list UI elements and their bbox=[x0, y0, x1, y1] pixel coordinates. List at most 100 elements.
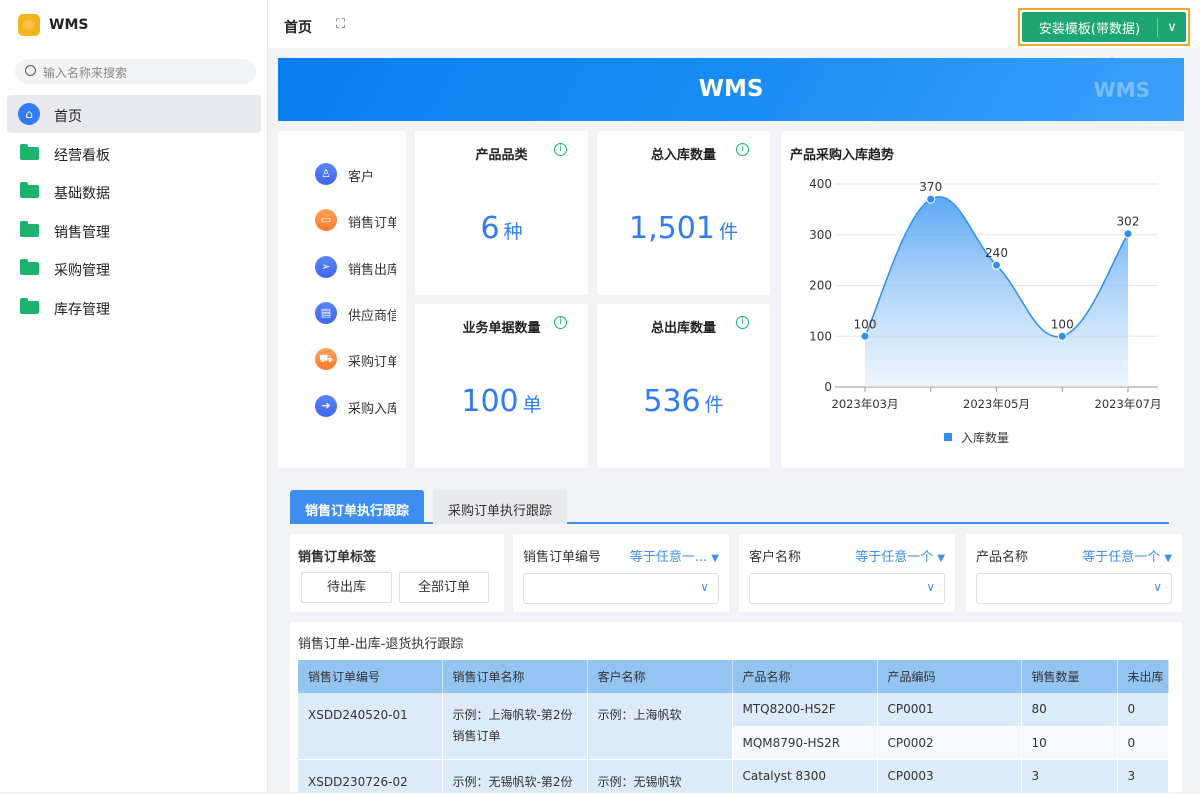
quick-link-4[interactable]: ⛟ 采购订单 bbox=[315, 348, 405, 371]
sidebar-item-3[interactable]: 销售管理 bbox=[7, 211, 261, 249]
quick-link-icon: ➢ bbox=[315, 255, 337, 278]
y-tick-label: 400 bbox=[809, 177, 832, 191]
stat-number: 100 bbox=[461, 384, 519, 419]
data-label: 370 bbox=[919, 180, 942, 194]
sidebar: WMS 输入名称来搜索 ⌂ 首页经营看板基础数据销售管理 采购管理 库存管理 bbox=[0, 0, 268, 792]
data-label: 240 bbox=[985, 246, 1008, 260]
quick-link-icon: ➜ bbox=[315, 394, 337, 417]
tag-filter-label: 销售订单标签 bbox=[298, 550, 377, 565]
tab-purchase-tracking[interactable]: 采购订单执行跟踪 bbox=[433, 490, 568, 524]
legend-swatch bbox=[944, 433, 952, 441]
sidebar-item-0[interactable]: ⌂ 首页 bbox=[7, 95, 261, 133]
quick-link-1[interactable]: ▭ 销售订单 bbox=[315, 209, 405, 232]
data-point bbox=[992, 260, 1001, 270]
quick-link-2[interactable]: ➢ 销售出库 bbox=[315, 255, 405, 279]
stat-unit: 单 bbox=[522, 394, 542, 416]
filter-operator-label: 等于任意一... bbox=[629, 550, 708, 565]
quick-link-label: 采购入库 bbox=[348, 401, 396, 417]
stat-card: 产品品类 i 6 种 bbox=[415, 131, 588, 295]
y-tick-label: 300 bbox=[809, 228, 832, 242]
stat-card: 总出库数量 i 536 件 bbox=[597, 304, 770, 468]
info-icon[interactable]: i bbox=[554, 143, 567, 156]
table-cell: 80 bbox=[1021, 693, 1118, 727]
table-row[interactable]: XSDD230726-02 示例：无锡帆软-第2份 示例：无锡帆软 Catalyst … bbox=[298, 759, 1169, 794]
filter-operator[interactable]: 等于任意一个 ▼ bbox=[855, 546, 945, 565]
filter-label: 客户名称 bbox=[749, 550, 802, 565]
info-icon[interactable]: i bbox=[554, 316, 567, 329]
filter-operator[interactable]: 等于任意一... ▼ bbox=[630, 546, 719, 565]
info-icon[interactable]: i bbox=[736, 316, 749, 329]
quick-link-0[interactable]: ♙ 客户 bbox=[315, 163, 405, 186]
column-header: 销售订单编号 bbox=[298, 660, 443, 693]
filter-select[interactable] bbox=[523, 573, 719, 604]
table-cell: 3 bbox=[1021, 759, 1118, 794]
quick-link-icon: ▭ bbox=[315, 209, 337, 232]
folder-icon bbox=[20, 259, 39, 276]
install-label[interactable]: 安装模板(带数据) bbox=[1022, 17, 1158, 37]
filter-label: 销售订单编号 bbox=[523, 550, 602, 565]
table-cell: 10 bbox=[1021, 726, 1118, 760]
quick-link-icon: ▤ bbox=[315, 301, 337, 324]
chevron-down-icon[interactable]: ∨ bbox=[1167, 19, 1177, 35]
tab-bar: 销售订单执行跟踪 采购订单执行跟踪 bbox=[290, 490, 1169, 524]
search-placeholder: 输入名称来搜索 bbox=[43, 66, 128, 80]
filter-operator-label: 等于任意一个 bbox=[1082, 550, 1161, 565]
data-point bbox=[1123, 229, 1133, 239]
sidebar-item-5[interactable]: 库存管理 bbox=[7, 288, 261, 326]
sidebar-item-2[interactable]: 基础数据 bbox=[7, 172, 261, 210]
table-row[interactable]: XSDD240520-01 示例：上海帆软-第2份销售订单 示例：上海帆软 MTQ82… bbox=[298, 693, 1169, 760]
table-cell: 3 bbox=[1117, 759, 1169, 794]
install-template-button[interactable]: 安装模板(带数据) ∨ bbox=[1018, 8, 1190, 46]
data-point bbox=[926, 194, 936, 204]
sidebar-item-1[interactable]: 经营看板 bbox=[7, 134, 261, 172]
stat-number: 6 bbox=[480, 211, 500, 246]
y-tick-label: 0 bbox=[824, 380, 832, 394]
folder-icon bbox=[20, 182, 39, 199]
x-tick-label: 2023年07月 bbox=[1095, 397, 1162, 411]
filter-select[interactable] bbox=[749, 573, 945, 604]
pending-outbound-button[interactable]: 待出库 bbox=[301, 572, 392, 603]
filter-0: 销售订单编号 等于任意一... ▼ bbox=[513, 534, 729, 612]
tag-filter: 销售订单标签 待出库 全部订单 bbox=[290, 534, 504, 612]
series-area bbox=[865, 196, 1128, 387]
tab-home[interactable]: 首页 bbox=[284, 20, 312, 36]
caret-down-icon: ▼ bbox=[1164, 553, 1172, 564]
legend-label: 入库数量 bbox=[961, 430, 1009, 445]
quick-link-3[interactable]: ▤ 供应商信息 bbox=[315, 301, 405, 325]
filter-operator-label: 等于任意一个 bbox=[855, 550, 934, 565]
stat-title: 总入库数量 bbox=[650, 148, 716, 163]
trend-chart-card: 产品采购入库趋势 0 100 200 300 400 2023年03月 2023年05月 20… bbox=[781, 131, 1184, 468]
sidebar-item-label: 经营看板 bbox=[54, 147, 110, 164]
caret-down-icon: ▼ bbox=[937, 553, 945, 564]
quick-link-label: 采购订单 bbox=[348, 355, 396, 371]
app-title: WMS bbox=[49, 17, 89, 33]
quick-link-label: 销售出库 bbox=[348, 262, 396, 278]
stat-value: 100 单 bbox=[415, 384, 588, 419]
tab-sales-tracking[interactable]: 销售订单执行跟踪 bbox=[290, 490, 425, 524]
filter-select[interactable] bbox=[976, 573, 1172, 604]
info-icon[interactable]: i bbox=[736, 143, 749, 156]
folder-icon bbox=[20, 298, 39, 314]
table-row[interactable]: MQM8790-HS2R CP0002 10 0 bbox=[298, 726, 1169, 760]
quick-link-5[interactable]: ➜ 采购入库 bbox=[315, 394, 405, 418]
column-header: 销售数量 bbox=[1021, 660, 1118, 693]
order-name: 示例：无锡帆软-第2份 bbox=[442, 759, 588, 794]
data-point bbox=[1057, 331, 1067, 341]
filter-operator[interactable]: 等于任意一个 ▼ bbox=[1082, 546, 1172, 565]
search-input[interactable]: 输入名称来搜索 bbox=[15, 59, 256, 84]
table-cell: MQM8790-HS2R bbox=[732, 726, 878, 760]
filter-label: 产品名称 bbox=[976, 550, 1029, 565]
all-orders-button[interactable]: 全部订单 bbox=[399, 572, 489, 603]
sidebar-item-4[interactable]: 采购管理 bbox=[7, 249, 261, 287]
stat-unit: 种 bbox=[503, 221, 523, 243]
sidebar-item-label: 首页 bbox=[54, 109, 82, 125]
sidebar-item-label: 基础数据 bbox=[54, 186, 110, 203]
y-tick-label: 200 bbox=[809, 279, 832, 293]
y-tick-label: 100 bbox=[809, 329, 832, 343]
stat-unit: 件 bbox=[718, 221, 738, 243]
table-cell: CP0003 bbox=[877, 759, 1022, 794]
stat-title: 业务单据数量 bbox=[462, 321, 541, 336]
fullscreen-icon[interactable]: ⛶ bbox=[336, 17, 346, 32]
table-cell: 0 bbox=[1117, 726, 1169, 760]
